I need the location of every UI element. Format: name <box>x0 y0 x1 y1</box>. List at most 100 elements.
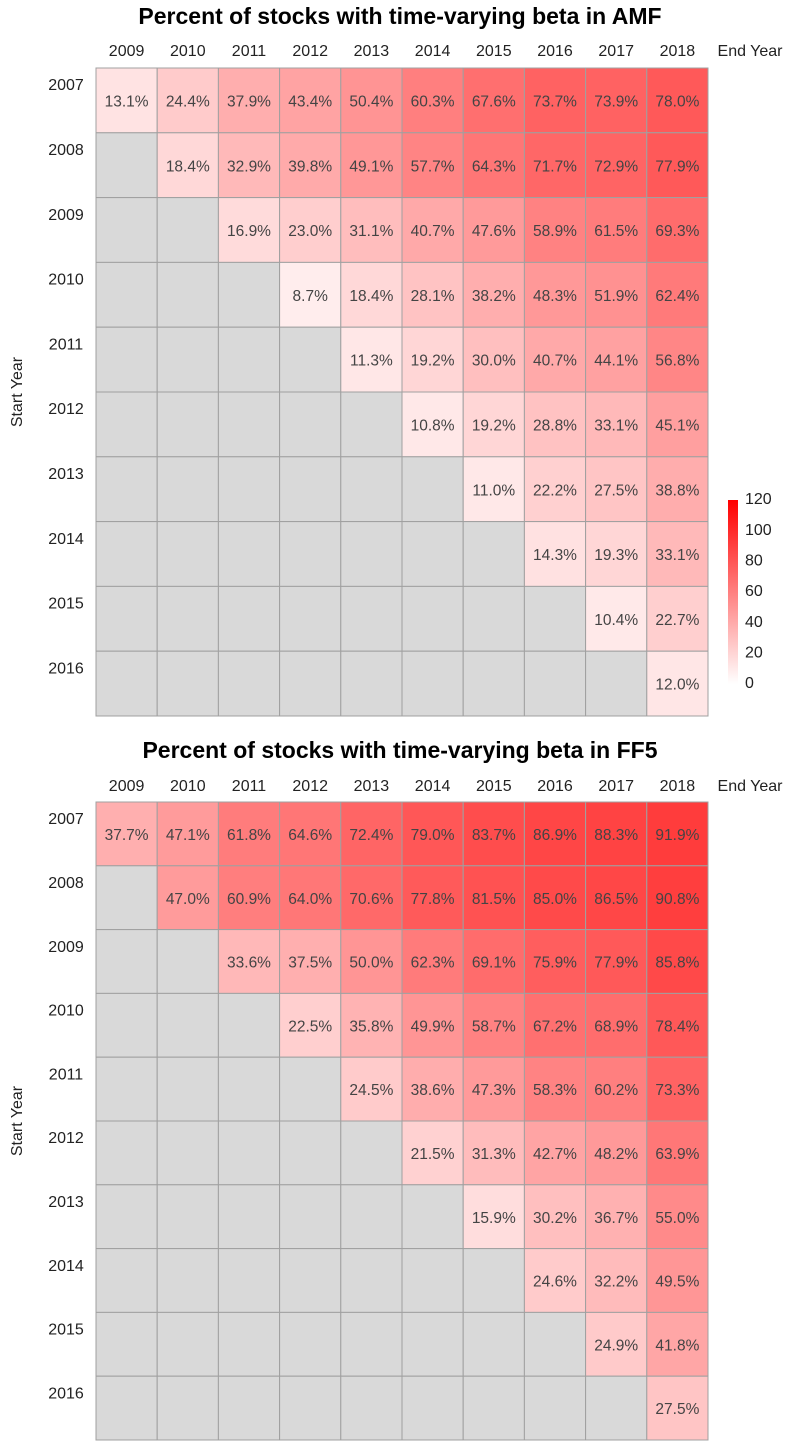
empty-cell <box>156 992 219 1058</box>
cell-label: 32.9% <box>227 158 271 175</box>
cell <box>279 67 342 134</box>
empty-cell <box>156 1184 219 1250</box>
empty-cell <box>156 391 219 458</box>
cell <box>646 132 709 199</box>
empty-cell <box>462 521 525 587</box>
cell <box>156 865 219 931</box>
cell <box>340 132 403 199</box>
cell-label: 10.4% <box>594 612 638 629</box>
cell <box>585 132 648 199</box>
empty-cell <box>217 1248 281 1313</box>
cell <box>462 391 525 458</box>
cell-label: 37.5% <box>288 955 332 972</box>
cell-label: 49.1% <box>349 158 393 175</box>
cell-label: 49.5% <box>655 1274 699 1291</box>
y-tick-label: 2014 <box>48 1258 84 1275</box>
empty-cell <box>462 585 525 652</box>
cell-label: 33.1% <box>594 417 638 434</box>
colorbar-tick-label: 120 <box>745 491 772 508</box>
cell <box>646 456 709 523</box>
x-tick-label: 2012 <box>292 43 328 60</box>
cell <box>462 1120 525 1186</box>
cell-label: 31.1% <box>349 223 393 240</box>
empty-cell <box>462 1311 525 1377</box>
cell <box>646 1375 709 1441</box>
empty-cell <box>95 326 158 393</box>
cell-label: 91.9% <box>655 827 699 844</box>
empty-cell <box>401 1248 464 1313</box>
empty-cell <box>585 1375 648 1441</box>
cell-label: 24.9% <box>594 1337 638 1354</box>
cell-label: 28.1% <box>411 288 455 305</box>
empty-cell <box>156 929 219 994</box>
empty-cell <box>340 1120 403 1186</box>
cell-label: 67.6% <box>472 93 516 110</box>
cell-label: 64.3% <box>472 158 516 175</box>
cell-label: 41.8% <box>655 1337 699 1354</box>
cell <box>523 865 587 931</box>
cell-label: 68.9% <box>594 1018 638 1035</box>
cell-label: 40.7% <box>411 223 455 240</box>
x-tick-label: 2013 <box>354 778 390 795</box>
cell-label: 77.9% <box>594 955 638 972</box>
cell-label: 86.5% <box>594 891 638 908</box>
empty-cell <box>217 261 281 328</box>
cell-label: 30.0% <box>472 353 516 370</box>
empty-cell <box>217 391 281 458</box>
cell-label: 24.4% <box>166 93 210 110</box>
cell <box>646 1120 709 1186</box>
empty-cell <box>523 585 587 652</box>
cell-label: 37.7% <box>105 827 149 844</box>
cell-label: 47.0% <box>166 891 210 908</box>
cell-label: 77.9% <box>655 158 699 175</box>
cell <box>585 1120 648 1186</box>
empty-cell <box>279 1184 342 1250</box>
empty-cell <box>217 326 281 393</box>
cell <box>646 391 709 458</box>
empty-cell <box>279 1311 342 1377</box>
colorbar-tick-label: 80 <box>745 553 763 570</box>
colorbar-tick-label: 20 <box>745 645 763 662</box>
empty-cell <box>340 1311 403 1377</box>
empty-cell <box>95 132 158 199</box>
cell <box>585 1311 648 1377</box>
cell <box>585 992 648 1058</box>
cell-label: 19.3% <box>594 547 638 564</box>
cell <box>401 992 464 1058</box>
cell <box>646 929 709 994</box>
chart-title: Percent of stocks with time-varying beta… <box>142 737 657 763</box>
cell <box>585 456 648 523</box>
cell-label: 71.7% <box>533 158 577 175</box>
cell-label: 10.8% <box>411 417 455 434</box>
cell-label: 75.9% <box>533 955 577 972</box>
cell <box>401 67 464 134</box>
cell-label: 47.6% <box>472 223 516 240</box>
empty-cell <box>279 521 342 587</box>
empty-cell <box>95 197 158 263</box>
empty-cell <box>279 391 342 458</box>
cell <box>340 929 403 994</box>
cell <box>646 1056 709 1122</box>
empty-cell <box>217 1311 281 1377</box>
y-tick-label: 2015 <box>48 596 84 613</box>
cell-label: 19.2% <box>472 417 516 434</box>
empty-cell <box>401 585 464 652</box>
empty-cell <box>217 650 281 717</box>
x-tick-label: 2011 <box>232 43 267 60</box>
cell-label: 85.8% <box>655 955 699 972</box>
cell <box>462 456 525 523</box>
cell-label: 78.0% <box>655 93 699 110</box>
cell-label: 21.5% <box>411 1146 455 1163</box>
cell-label: 13.1% <box>105 93 149 110</box>
cell <box>646 801 709 867</box>
empty-cell <box>95 585 158 652</box>
cell-label: 83.7% <box>472 827 516 844</box>
empty-cell <box>340 391 403 458</box>
colorbar-tick-label: 40 <box>745 614 763 631</box>
cell-label: 77.8% <box>411 891 455 908</box>
cell-label: 24.5% <box>349 1082 393 1099</box>
cell <box>646 521 709 587</box>
cell-label: 15.9% <box>472 1210 516 1227</box>
cell-label: 81.5% <box>472 891 516 908</box>
cell-label: 47.1% <box>166 827 210 844</box>
